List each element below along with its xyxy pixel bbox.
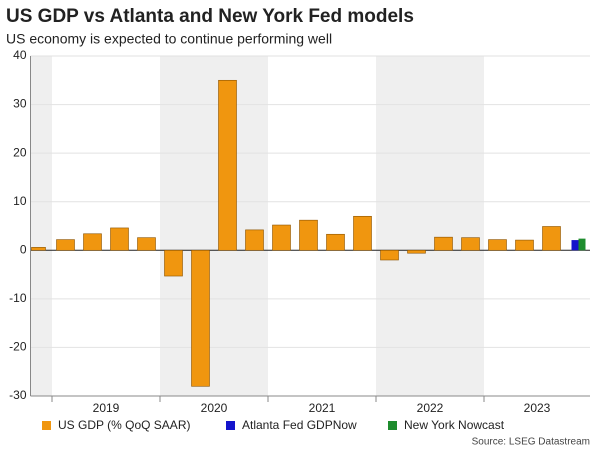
bar: [110, 227, 129, 251]
y-tick-label: 40: [13, 48, 27, 62]
shade-band: [160, 56, 268, 396]
bar: [164, 249, 183, 277]
bar: [326, 233, 345, 251]
source: Source: LSEG Datastream: [472, 437, 590, 448]
y-tick-label: 0: [20, 242, 27, 256]
bar: [578, 238, 586, 251]
bar: [272, 224, 291, 251]
bar: [380, 249, 399, 261]
legend-label: Atlanta Fed GDPNow: [242, 418, 357, 432]
bar: [434, 236, 453, 251]
y-tick-label: 30: [13, 97, 27, 111]
bar: [56, 239, 75, 251]
y-tick-label: -30: [9, 388, 27, 402]
x-tick-label: 2021: [309, 401, 336, 415]
bar: [299, 219, 318, 251]
chart-subtitle: US economy is expected to continue perfo…: [6, 31, 332, 47]
bar: [83, 233, 102, 251]
bar: [353, 215, 372, 251]
bar: [542, 226, 561, 251]
bar: [571, 240, 579, 251]
legend-label: New York Nowcast: [404, 418, 505, 432]
x-tick-label: 2020: [201, 401, 228, 415]
chart-title: US GDP vs Atlanta and New York Fed model…: [6, 6, 414, 27]
bar: [461, 237, 480, 251]
bar: [137, 237, 156, 251]
shade-band: [376, 56, 484, 396]
legend-swatch: [42, 421, 51, 430]
shade-band: [30, 56, 52, 396]
y-tick-label: -20: [9, 340, 27, 354]
bar: [191, 249, 210, 387]
legend-swatch: [388, 421, 397, 430]
x-tick-label: 2019: [93, 401, 120, 415]
legend-swatch: [226, 421, 235, 430]
bar: [218, 79, 237, 251]
bar: [407, 249, 426, 254]
y-tick-label: 10: [13, 194, 27, 208]
bar: [515, 239, 534, 251]
y-tick-label: 20: [13, 145, 27, 159]
legend-label: US GDP (% QoQ SAAR): [58, 418, 190, 432]
bar: [488, 239, 507, 251]
x-tick-label: 2022: [417, 401, 444, 415]
x-tick-label: 2023: [524, 401, 551, 415]
bar: [31, 247, 46, 251]
bar: [245, 229, 264, 251]
y-tick-label: -10: [9, 291, 27, 305]
